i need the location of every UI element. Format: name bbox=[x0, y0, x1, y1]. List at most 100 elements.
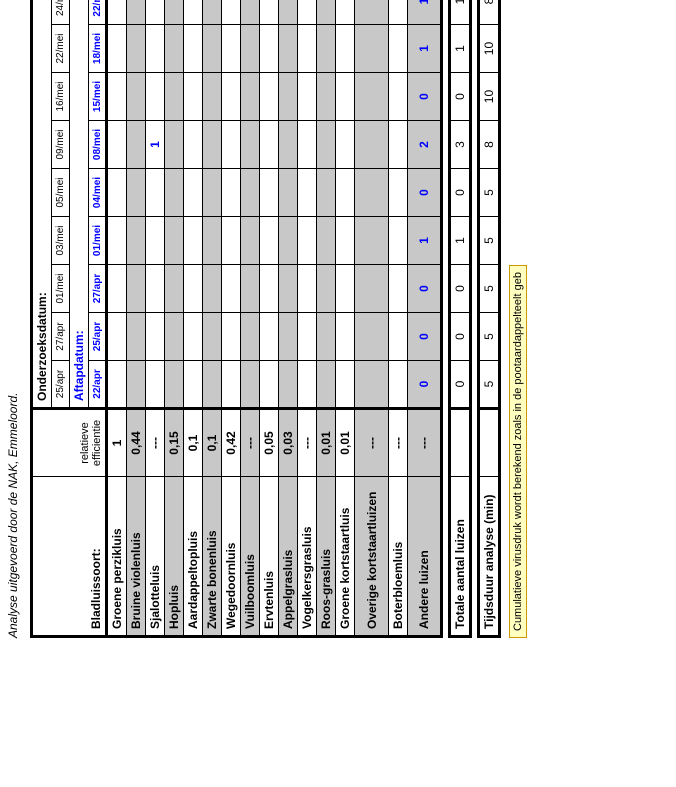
species-val bbox=[279, 217, 298, 265]
species-eff: 0,42 bbox=[222, 409, 241, 477]
species-eff: 0,01 bbox=[336, 409, 355, 477]
species-val bbox=[127, 217, 146, 265]
onderzoek-date: 25/apr bbox=[52, 361, 70, 409]
species-val bbox=[355, 169, 389, 217]
species-val bbox=[127, 169, 146, 217]
species-val bbox=[355, 121, 389, 169]
totals-label: Totale aantal luizen bbox=[450, 477, 471, 637]
species-val bbox=[298, 217, 317, 265]
species-name: Appelgrasluis bbox=[279, 477, 298, 637]
species-val bbox=[107, 361, 127, 409]
species-val bbox=[241, 217, 260, 265]
species-name: Bruine violenluis bbox=[127, 477, 146, 637]
species-val bbox=[336, 0, 355, 25]
species-val bbox=[165, 0, 184, 25]
species-name: Sjalotteluis bbox=[146, 477, 165, 637]
species-val bbox=[389, 73, 408, 121]
species-val bbox=[279, 25, 298, 73]
species-val bbox=[222, 265, 241, 313]
species-val bbox=[260, 217, 279, 265]
totals-val: 0 bbox=[450, 313, 471, 361]
species-val bbox=[222, 169, 241, 217]
species-val bbox=[279, 73, 298, 121]
species-val bbox=[222, 313, 241, 361]
totals-val: 0 bbox=[450, 169, 471, 217]
species-val bbox=[279, 313, 298, 361]
species-val bbox=[127, 265, 146, 313]
species-val bbox=[241, 73, 260, 121]
species-eff: 0,05 bbox=[260, 409, 279, 477]
species-val bbox=[222, 73, 241, 121]
species-val bbox=[146, 0, 165, 25]
analysis-eff bbox=[479, 409, 500, 477]
totals-val: 0 bbox=[450, 265, 471, 313]
species-eff: 0,1 bbox=[184, 409, 203, 477]
species-val bbox=[184, 313, 203, 361]
totals-val: 1 bbox=[450, 217, 471, 265]
species-val bbox=[184, 73, 203, 121]
species-val bbox=[146, 169, 165, 217]
aftap-date: 22/apr bbox=[89, 361, 107, 409]
species-val bbox=[317, 361, 336, 409]
species-val bbox=[260, 0, 279, 25]
onderzoek-date: 01/mei bbox=[52, 265, 70, 313]
species-eff: --- bbox=[355, 409, 389, 477]
species-val bbox=[222, 121, 241, 169]
species-val bbox=[107, 313, 127, 361]
species-val bbox=[389, 361, 408, 409]
species-header: Bladluissoort: bbox=[32, 477, 107, 637]
species-val bbox=[241, 0, 260, 25]
species-val bbox=[203, 0, 222, 25]
species-val bbox=[336, 313, 355, 361]
species-val bbox=[203, 265, 222, 313]
species-name: Roos-grasluis bbox=[317, 477, 336, 637]
species-val bbox=[222, 217, 241, 265]
species-name: Hopluis bbox=[165, 477, 184, 637]
species-eff: --- bbox=[389, 409, 408, 477]
efficiency-header: relatieveefficientie bbox=[32, 409, 107, 477]
species-val bbox=[203, 313, 222, 361]
species-val bbox=[184, 361, 203, 409]
species-eff: --- bbox=[298, 409, 317, 477]
species-name: Vogelkersgrasluis bbox=[298, 477, 317, 637]
species-eff: 0,44 bbox=[127, 409, 146, 477]
species-val bbox=[165, 73, 184, 121]
species-val: 0 bbox=[408, 73, 442, 121]
onderzoek-date: 03/mei bbox=[52, 217, 70, 265]
species-val bbox=[127, 25, 146, 73]
species-val bbox=[355, 313, 389, 361]
species-val bbox=[279, 121, 298, 169]
species-eff: 0,01 bbox=[317, 409, 336, 477]
species-val bbox=[203, 25, 222, 73]
species-val bbox=[389, 169, 408, 217]
species-val: 1 bbox=[408, 217, 442, 265]
species-name: Boterbloemluis bbox=[389, 477, 408, 637]
species-val bbox=[107, 265, 127, 313]
species-val bbox=[184, 0, 203, 25]
totals-val: 1 bbox=[450, 0, 471, 25]
species-val: 0 bbox=[408, 265, 442, 313]
species-val bbox=[222, 0, 241, 25]
species-val: 0 bbox=[408, 313, 442, 361]
aftap-date: 18/mei bbox=[89, 25, 107, 73]
species-val bbox=[355, 361, 389, 409]
species-val bbox=[146, 313, 165, 361]
species-val bbox=[317, 169, 336, 217]
species-val bbox=[241, 25, 260, 73]
species-val bbox=[107, 0, 127, 25]
species-val bbox=[336, 265, 355, 313]
species-val bbox=[260, 25, 279, 73]
analysis-val: 5 bbox=[479, 169, 500, 217]
species-val bbox=[336, 217, 355, 265]
species-val bbox=[355, 73, 389, 121]
species-val bbox=[260, 361, 279, 409]
species-val bbox=[146, 265, 165, 313]
species-val bbox=[127, 313, 146, 361]
analysis-subtitle: Analyse uitgevoerd door de NAK, Emmeloor… bbox=[6, 0, 20, 638]
species-eff: --- bbox=[408, 409, 442, 477]
species-val bbox=[127, 73, 146, 121]
species-val bbox=[298, 73, 317, 121]
species-val bbox=[203, 361, 222, 409]
species-val bbox=[184, 169, 203, 217]
analysis-val: 10 bbox=[479, 25, 500, 73]
